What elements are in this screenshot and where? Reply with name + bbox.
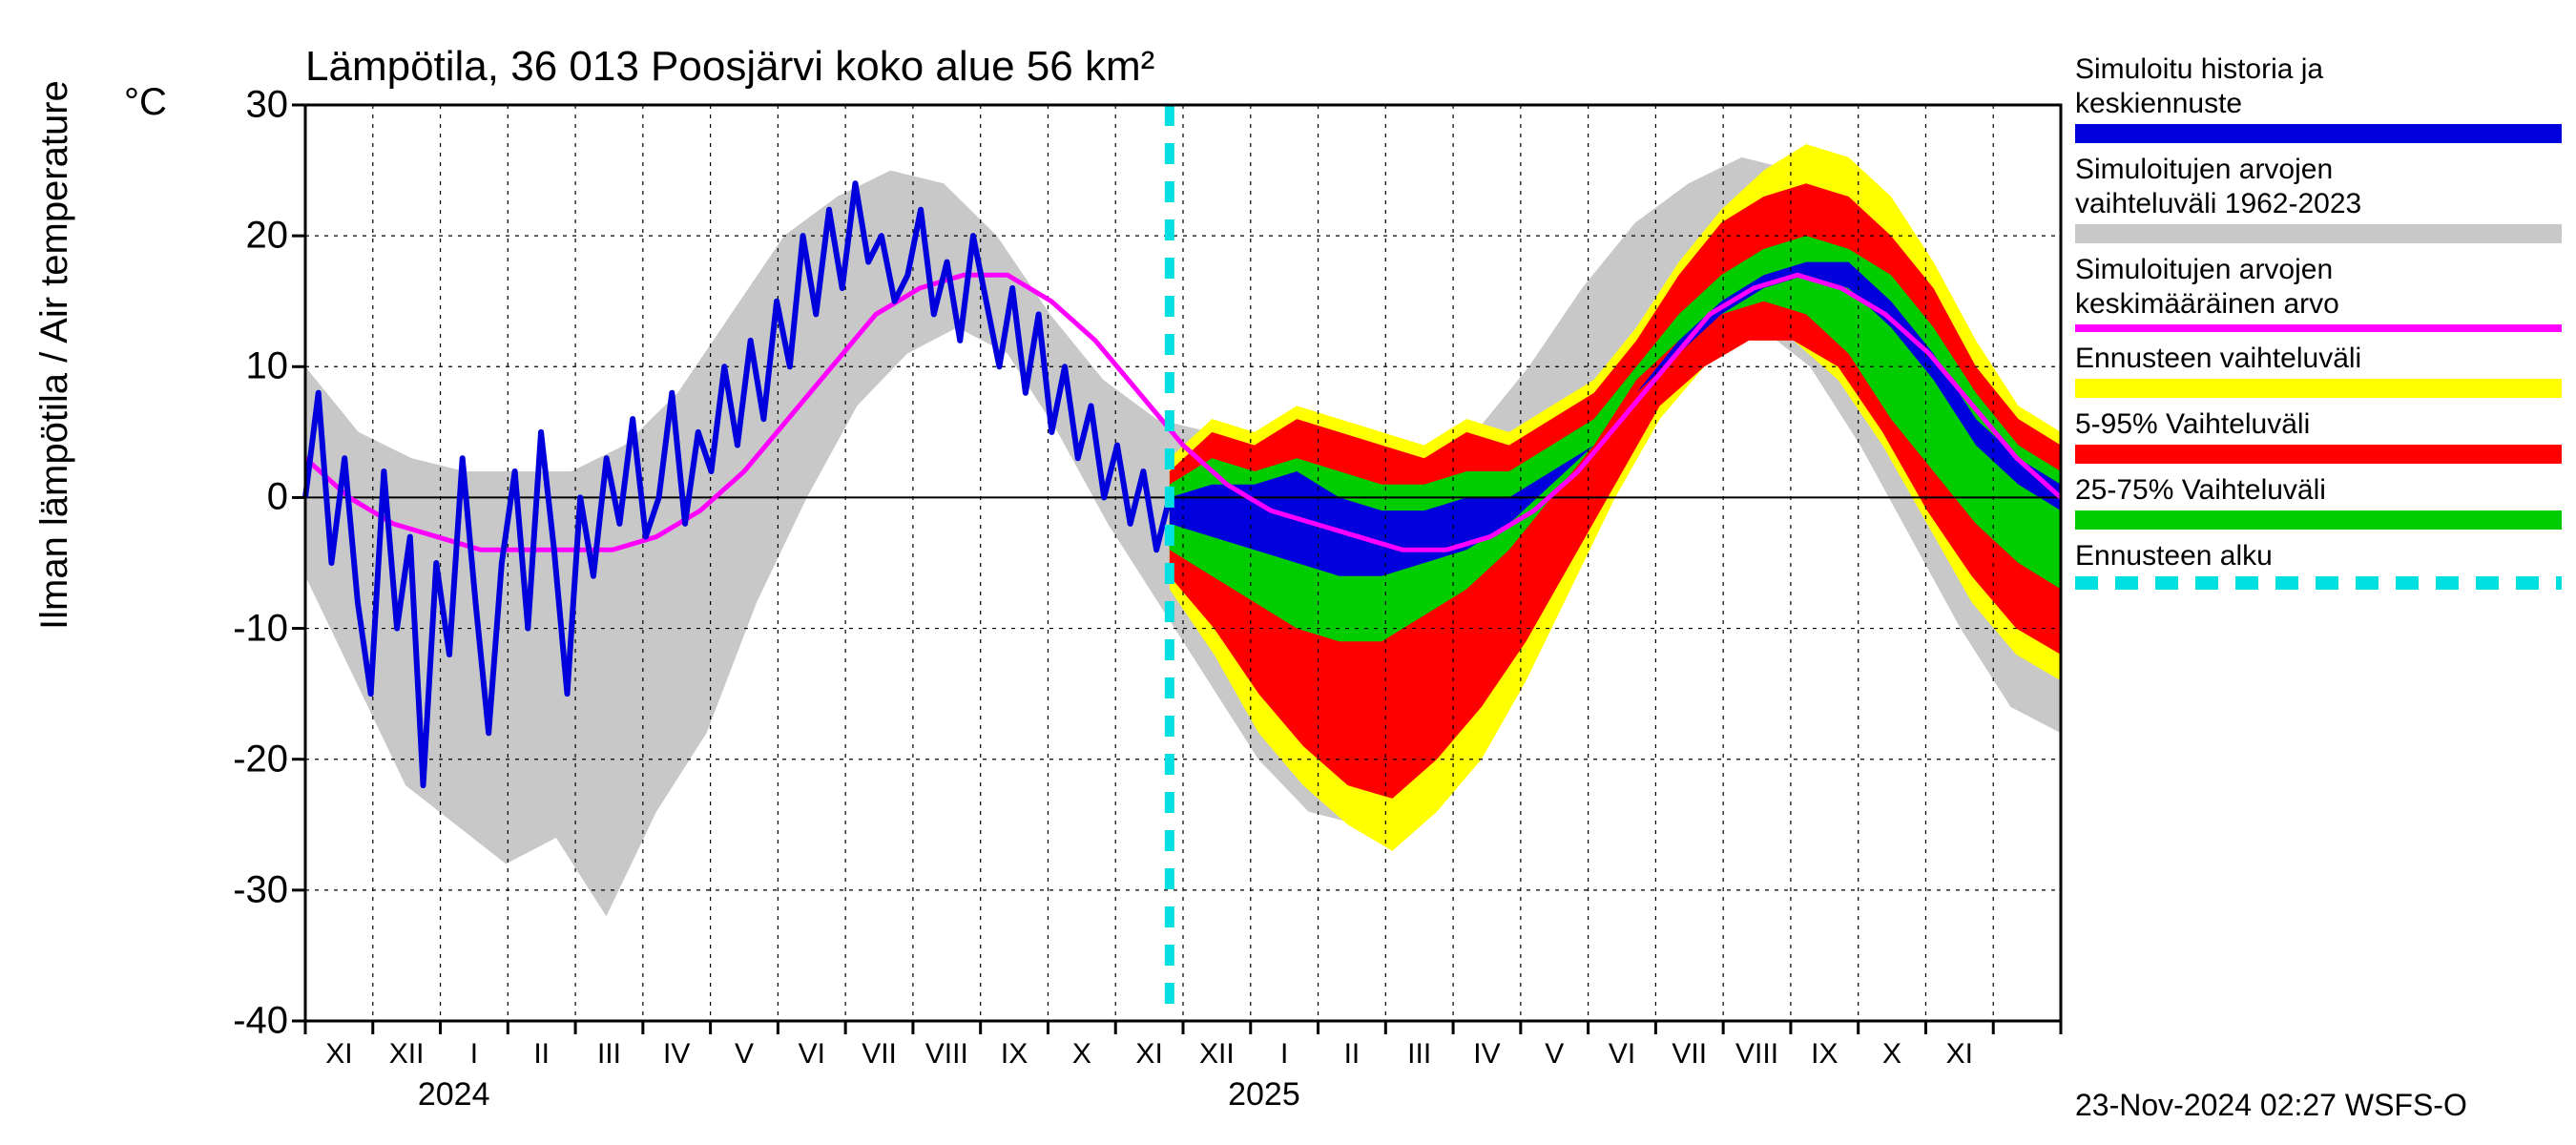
x-tick-label: X — [1072, 1038, 1091, 1071]
legend-label: keskimääräinen arvo — [2075, 287, 2562, 322]
x-tick-label: XI — [1946, 1038, 1973, 1071]
x-tick-label: IX — [1811, 1038, 1838, 1071]
plot-svg — [305, 105, 2061, 1021]
y-tick-label: 10 — [0, 345, 288, 388]
legend-label: 5-95% Vaihteluväli — [2075, 407, 2562, 442]
y-tick-label: 0 — [0, 476, 288, 519]
legend-label: 25-75% Vaihteluväli — [2075, 473, 2562, 508]
legend-label: Simuloitujen arvojen — [2075, 253, 2562, 287]
legend-label: keskiennuste — [2075, 87, 2562, 121]
x-tick-label: IV — [663, 1038, 690, 1071]
y-tick-label: 20 — [0, 215, 288, 258]
x-tick-label: VI — [1609, 1038, 1635, 1071]
x-tick-label: XII — [1199, 1038, 1235, 1071]
legend-swatch — [2075, 324, 2562, 332]
x-tick-label: IX — [1001, 1038, 1028, 1071]
x-tick-label: I — [1280, 1038, 1288, 1071]
legend-swatch — [2075, 224, 2562, 243]
x-tick-label: VII — [862, 1038, 897, 1071]
y-tick-label: -20 — [0, 738, 288, 781]
x-year-label: 2025 — [1228, 1076, 1300, 1114]
legend: Simuloitu historia jakeskiennusteSimuloi… — [2075, 52, 2562, 599]
x-tick-label: XII — [389, 1038, 425, 1071]
x-tick-label: III — [1407, 1038, 1431, 1071]
legend-item: 25-75% Vaihteluväli — [2075, 473, 2562, 530]
y-tick-label: 30 — [0, 84, 288, 127]
footer-timestamp: 23-Nov-2024 02:27 WSFS-O — [2075, 1088, 2467, 1123]
legend-swatch — [2075, 576, 2562, 590]
legend-swatch — [2075, 510, 2562, 530]
legend-swatch — [2075, 379, 2562, 398]
x-tick-label: II — [533, 1038, 550, 1071]
legend-label: Ennusteen vaihteluväli — [2075, 342, 2562, 376]
legend-swatch — [2075, 445, 2562, 464]
x-tick-label: V — [735, 1038, 754, 1071]
chart-title: Lämpötila, 36 013 Poosjärvi koko alue 56… — [305, 43, 1154, 91]
legend-item: Simuloitujen arvojenkeskimääräinen arvo — [2075, 253, 2562, 332]
x-tick-label: IV — [1473, 1038, 1500, 1071]
legend-item: Simuloitujen arvojenvaihteluväli 1962-20… — [2075, 153, 2562, 243]
x-tick-label: VIII — [925, 1038, 968, 1071]
x-tick-label: I — [470, 1038, 478, 1071]
legend-item: 5-95% Vaihteluväli — [2075, 407, 2562, 464]
legend-item: Simuloitu historia jakeskiennuste — [2075, 52, 2562, 143]
legend-label: Simuloitu historia ja — [2075, 52, 2562, 87]
x-tick-label: III — [597, 1038, 621, 1071]
chart-container: Lämpötila, 36 013 Poosjärvi koko alue 56… — [0, 0, 2576, 1145]
plot-area — [305, 105, 2061, 1021]
legend-item: Ennusteen vaihteluväli — [2075, 342, 2562, 398]
legend-swatch — [2075, 124, 2562, 143]
x-tick-label: VI — [799, 1038, 825, 1071]
x-tick-label: VIII — [1735, 1038, 1778, 1071]
y-tick-label: -40 — [0, 1000, 288, 1043]
legend-label: Simuloitujen arvojen — [2075, 153, 2562, 187]
x-year-label: 2024 — [418, 1076, 490, 1114]
legend-label: Ennusteen alku — [2075, 539, 2562, 573]
x-tick-label: X — [1882, 1038, 1901, 1071]
x-tick-label: V — [1545, 1038, 1564, 1071]
x-tick-label: XI — [325, 1038, 352, 1071]
y-tick-label: -10 — [0, 607, 288, 650]
y-tick-label: -30 — [0, 868, 288, 911]
legend-item: Ennusteen alku — [2075, 539, 2562, 590]
legend-label: vaihteluväli 1962-2023 — [2075, 187, 2562, 221]
x-tick-label: VII — [1672, 1038, 1707, 1071]
x-tick-label: II — [1344, 1038, 1361, 1071]
x-tick-label: XI — [1135, 1038, 1162, 1071]
